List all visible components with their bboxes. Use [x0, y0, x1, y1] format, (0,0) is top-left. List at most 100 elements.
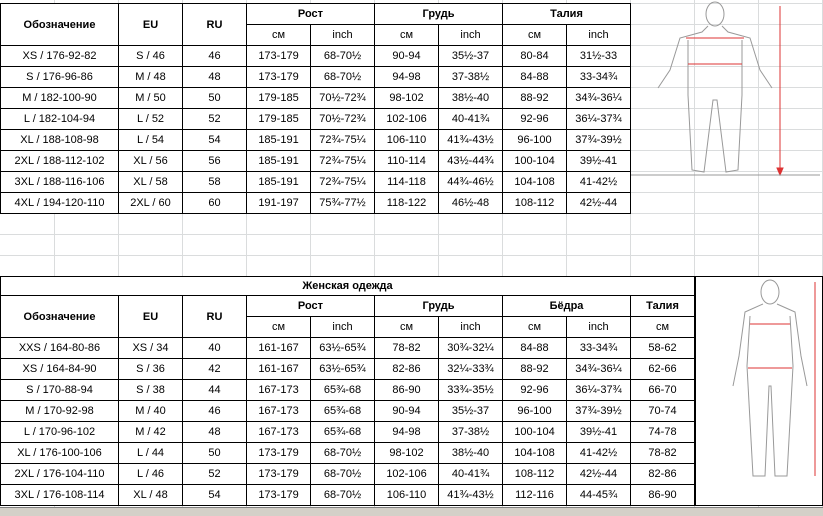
data-cell: 50	[182, 87, 247, 109]
group-header: Талия	[502, 3, 631, 25]
data-cell: 33-34¾	[566, 337, 631, 359]
column-header: RU	[182, 3, 247, 46]
data-cell: 3XL / 176-108-114	[0, 484, 119, 506]
data-cell: 42½-44	[566, 463, 631, 485]
data-cell: 78-82	[630, 442, 695, 464]
unit-header: см	[630, 316, 695, 338]
sheet-tabs[interactable]	[0, 507, 823, 516]
data-cell: 2XL / 176-104-110	[0, 463, 119, 485]
unit-header: inch	[310, 316, 375, 338]
column-header: Обозначение	[0, 295, 119, 338]
data-cell: 86-90	[374, 379, 439, 401]
data-cell: 94-98	[374, 66, 439, 88]
data-cell: 38½-40	[438, 442, 503, 464]
data-cell: 94-98	[374, 421, 439, 443]
data-cell: 58	[182, 171, 247, 193]
data-cell: 179-185	[246, 87, 311, 109]
group-header: Рост	[246, 295, 375, 317]
data-cell: 60	[182, 192, 247, 214]
data-cell: 82-86	[374, 358, 439, 380]
group-header: Грудь	[374, 295, 503, 317]
data-cell: 70-74	[630, 400, 695, 422]
data-cell: XL / 188-108-98	[0, 129, 119, 151]
unit-header: см	[246, 316, 311, 338]
data-cell: L / 46	[118, 463, 183, 485]
data-cell: XL / 48	[118, 484, 183, 506]
data-cell: M / 182-100-90	[0, 87, 119, 109]
data-cell: S / 36	[118, 358, 183, 380]
data-cell: 48	[182, 421, 247, 443]
data-cell: 72¾-75¼	[310, 150, 375, 172]
data-cell: 173-179	[246, 442, 311, 464]
data-cell: 3XL / 188-116-106	[0, 171, 119, 193]
data-cell: 118-122	[374, 192, 439, 214]
data-cell: 41¾-43½	[438, 484, 503, 506]
data-cell: 42	[182, 358, 247, 380]
group-header: Талия	[630, 295, 695, 317]
data-cell: 68-70½	[310, 66, 375, 88]
data-cell: 54	[182, 129, 247, 151]
data-cell: 40-41¾	[438, 463, 503, 485]
data-cell: XL / 56	[118, 150, 183, 172]
data-cell: L / 170-96-102	[0, 421, 119, 443]
data-cell: 161-167	[246, 337, 311, 359]
data-cell: 80-84	[502, 45, 567, 67]
data-cell: XS / 176-92-82	[0, 45, 119, 67]
data-cell: 173-179	[246, 484, 311, 506]
data-cell: 52	[182, 108, 247, 130]
data-cell: 70½-72¾	[310, 87, 375, 109]
data-cell: 56	[182, 150, 247, 172]
unit-header: inch	[566, 24, 631, 46]
column-header: RU	[182, 295, 247, 338]
data-cell: 32¼-33¾	[438, 358, 503, 380]
data-cell: XS / 164-84-90	[0, 358, 119, 380]
data-cell: 114-118	[374, 171, 439, 193]
data-cell: 112-116	[502, 484, 567, 506]
data-cell: 38½-40	[438, 87, 503, 109]
data-cell: 36¼-37¾	[566, 108, 631, 130]
data-cell: S / 176-96-86	[0, 66, 119, 88]
data-cell: 2XL / 188-112-102	[0, 150, 119, 172]
data-cell: 173-179	[246, 463, 311, 485]
group-header: Рост	[246, 3, 375, 25]
data-cell: 65¾-68	[310, 379, 375, 401]
data-cell: 106-110	[374, 484, 439, 506]
data-cell: 46	[182, 400, 247, 422]
data-cell: 100-104	[502, 421, 567, 443]
unit-header: inch	[438, 24, 503, 46]
data-cell: 90-94	[374, 45, 439, 67]
data-cell: 43½-44¾	[438, 150, 503, 172]
unit-header: см	[502, 24, 567, 46]
data-cell: 42½-44	[566, 192, 631, 214]
data-cell: M / 42	[118, 421, 183, 443]
data-cell: 39½-41	[566, 150, 631, 172]
data-cell: 30¾-32¼	[438, 337, 503, 359]
data-cell: 31½-33	[566, 45, 631, 67]
data-cell: 88-92	[502, 87, 567, 109]
data-cell: 65¾-68	[310, 421, 375, 443]
data-cell: 92-96	[502, 379, 567, 401]
data-cell: 173-179	[246, 66, 311, 88]
data-cell: 92-96	[502, 108, 567, 130]
data-cell: XL / 58	[118, 171, 183, 193]
data-cell: 68-70½	[310, 442, 375, 464]
data-cell: XL / 176-100-106	[0, 442, 119, 464]
data-cell: 102-106	[374, 463, 439, 485]
data-cell: S / 46	[118, 45, 183, 67]
data-cell: 48	[182, 66, 247, 88]
data-cell: XXS / 164-80-86	[0, 337, 119, 359]
data-cell: 167-173	[246, 421, 311, 443]
data-cell: 167-173	[246, 400, 311, 422]
data-cell: M / 170-92-98	[0, 400, 119, 422]
unit-header: см	[502, 316, 567, 338]
data-cell: 66-70	[630, 379, 695, 401]
data-cell: 96-100	[502, 129, 567, 151]
data-cell: 84-88	[502, 337, 567, 359]
data-cell: M / 40	[118, 400, 183, 422]
data-cell: 63½-65¾	[310, 358, 375, 380]
unit-header: inch	[310, 24, 375, 46]
data-cell: 167-173	[246, 379, 311, 401]
data-cell: 54	[182, 484, 247, 506]
data-cell: 52	[182, 463, 247, 485]
